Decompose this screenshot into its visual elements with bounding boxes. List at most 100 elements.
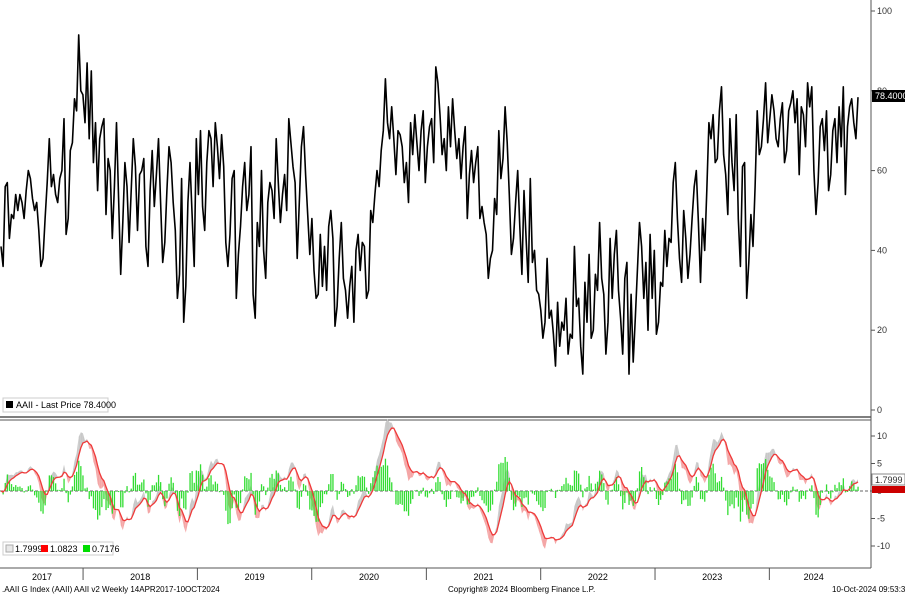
osc-fill xyxy=(442,468,445,477)
lower-tick-label: 10 xyxy=(877,431,887,441)
osc-histogram-bar xyxy=(836,488,838,491)
osc-histogram-bar xyxy=(330,474,332,491)
osc-histogram-bar xyxy=(21,488,23,491)
osc-histogram-bar xyxy=(519,491,521,498)
osc-histogram-bar xyxy=(554,491,557,498)
osc-histogram-bar xyxy=(567,483,569,491)
osc-histogram-bar xyxy=(365,487,368,491)
osc-histogram-bar xyxy=(846,491,849,492)
osc-fill xyxy=(669,469,672,482)
osc-histogram-bar xyxy=(59,489,61,491)
osc-histogram-bar xyxy=(63,478,65,491)
osc-histogram-bar xyxy=(372,477,374,491)
osc-histogram-bar xyxy=(500,462,502,491)
osc-histogram-bar xyxy=(166,491,168,499)
lower-tick-label: -10 xyxy=(877,541,890,551)
osc-histogram-bar xyxy=(496,481,498,491)
osc-fill xyxy=(736,466,739,481)
osc-histogram-bar xyxy=(323,491,326,495)
osc-histogram-bar xyxy=(107,491,109,508)
osc-histogram-bar xyxy=(42,491,44,514)
osc-fill xyxy=(482,509,485,522)
osc-histogram-bar xyxy=(727,491,729,516)
osc-histogram-bar xyxy=(242,489,244,491)
osc-histogram-bar xyxy=(218,491,221,493)
osc-histogram-bar xyxy=(617,484,620,491)
osc-histogram-bar xyxy=(250,472,252,491)
osc-histogram-bar xyxy=(718,481,721,491)
osc-histogram-bar xyxy=(538,491,540,505)
osc-histogram-bar xyxy=(244,476,246,491)
upper-tick-label: 20 xyxy=(877,325,887,335)
osc-fill xyxy=(788,471,791,477)
osc-histogram-bar xyxy=(664,482,666,491)
osc-histogram-bar xyxy=(122,491,124,508)
osc-histogram-bar xyxy=(340,481,342,491)
osc-histogram-bar xyxy=(449,491,452,499)
osc-fill xyxy=(28,466,31,472)
osc-histogram-bar xyxy=(662,491,664,496)
osc-histogram-bar xyxy=(260,484,263,491)
osc-histogram-bar xyxy=(668,478,670,491)
osc-histogram-bar xyxy=(342,483,345,491)
osc-histogram-bar xyxy=(693,485,695,491)
oscillator-panel xyxy=(0,419,859,549)
osc-histogram-bar xyxy=(55,483,57,491)
osc-histogram-bar xyxy=(321,491,324,504)
osc-histogram-bar xyxy=(235,491,237,508)
osc-histogram-bar xyxy=(141,482,143,491)
osc-histogram-bar xyxy=(601,474,603,491)
osc-histogram-bar xyxy=(8,481,11,491)
osc-fill xyxy=(185,521,188,533)
osc-histogram-bar xyxy=(273,478,275,491)
osc-histogram-bar xyxy=(729,491,731,507)
osc-histogram-bar xyxy=(38,491,40,503)
osc-fill xyxy=(284,476,287,480)
osc-histogram-bar xyxy=(231,491,233,509)
osc-histogram-bar xyxy=(414,490,416,491)
osc-histogram-bar xyxy=(353,491,355,494)
osc-histogram-bar xyxy=(267,487,269,491)
osc-histogram-bar xyxy=(815,491,817,515)
osc-histogram-bar xyxy=(548,490,550,491)
osc-fill xyxy=(479,506,482,516)
osc-histogram-bar xyxy=(233,491,235,495)
osc-fill xyxy=(721,431,724,441)
osc-histogram-bar xyxy=(113,491,116,509)
osc-fill xyxy=(402,445,405,465)
osc-histogram-bar xyxy=(160,482,162,491)
osc-fill xyxy=(492,533,495,544)
osc-histogram-bar xyxy=(660,491,662,500)
osc-histogram-bar xyxy=(105,491,107,511)
legend-swatch-2 xyxy=(41,545,48,552)
osc-histogram-bar xyxy=(86,487,88,491)
osc-histogram-bar xyxy=(76,471,78,491)
osc-histogram-bar xyxy=(823,490,826,492)
osc-fill xyxy=(166,495,169,507)
osc-histogram-bar xyxy=(206,486,208,491)
osc-histogram-bar xyxy=(151,485,153,491)
osc-histogram-bar xyxy=(634,491,636,502)
legend-osc-3: 0.7176 xyxy=(92,544,120,554)
osc-fill xyxy=(545,538,548,549)
osc-histogram-bar xyxy=(189,473,191,491)
osc-histogram-bar xyxy=(36,491,38,498)
osc-histogram-bar xyxy=(208,478,210,491)
osc-histogram-bar xyxy=(769,476,771,491)
osc-histogram-bar xyxy=(46,491,48,492)
osc-fill xyxy=(55,473,58,478)
osc-histogram-bar xyxy=(689,491,691,506)
price-panel xyxy=(0,34,859,375)
osc-fill xyxy=(675,444,678,463)
osc-histogram-bar xyxy=(510,491,513,500)
osc-histogram-bar xyxy=(462,491,464,501)
osc-histogram-bar xyxy=(731,491,733,505)
osc-histogram-bar xyxy=(550,488,552,491)
osc-histogram-bar xyxy=(118,491,120,493)
osc-fill xyxy=(782,460,785,472)
osc-histogram-bar xyxy=(386,465,389,491)
x-year-label: 2021 xyxy=(473,572,493,582)
osc-fill xyxy=(150,501,153,513)
osc-fill xyxy=(339,510,342,522)
osc-histogram-bar xyxy=(313,491,315,516)
